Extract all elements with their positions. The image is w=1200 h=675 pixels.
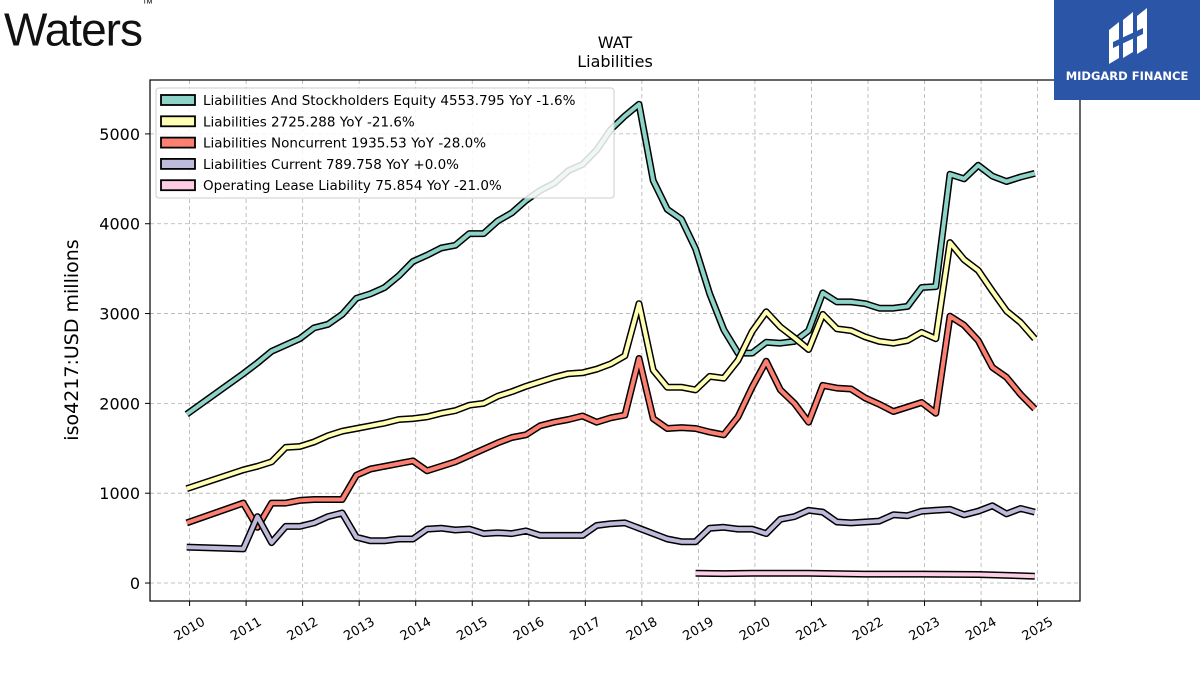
x-tick-label: 2025 [1020,615,1056,645]
legend-label-4: Operating Lease Liability 75.854 YoY -21… [203,178,502,194]
series-line-2 [186,314,1037,530]
brand-logo-text: Waters [4,3,143,56]
x-tick-label: 2020 [737,615,773,645]
legend-label-2: Liabilities Noncurrent 1935.53 YoY -28.0… [203,136,486,152]
series-outline-2 [185,312,1038,531]
y-tick-label: 1000 [99,484,140,503]
y-axis-label: iso4217:USD millions [61,239,83,440]
plot-frame [149,79,1081,602]
y-tick-label: 4000 [99,215,140,234]
series-line-4 [695,571,1035,579]
x-tick-label: 2014 [398,615,434,645]
y-tick-label: 3000 [99,305,140,324]
y-tick-label: 5000 [99,125,140,144]
x-axis-ticks: 2010 2011 2012 2013 2014 2015 2016 2017 2018 2019… [172,601,1056,644]
chart-subtitle: Liabilities [577,52,653,71]
series-lines [184,100,1038,580]
legend-box [155,87,615,199]
x-tick-label: 2015 [454,615,490,645]
legend: Liabilities And Stockholders Equity 4553… [155,87,615,199]
legend-swatch-3 [160,157,196,170]
y-tick-label: 2000 [99,394,140,413]
x-tick-label: 2010 [172,615,208,645]
partner-badge: MIDGARD FINANCE [1054,0,1200,100]
legend-swatch-4 [160,179,196,192]
y-tick-label: 0 [130,574,140,593]
legend-label-1: Liabilities 2725.288 YoY -21.6% [203,114,415,130]
x-tick-label: 2011 [228,615,264,645]
x-tick-label: 2018 [624,615,660,645]
x-tick-label: 2024 [963,615,999,645]
partner-name: MIDGARD FINANCE [1065,69,1189,83]
x-tick-label: 2023 [907,615,943,645]
series-line-1 [186,240,1037,491]
legend-label-0: Liabilities And Stockholders Equity 4553… [203,93,576,109]
series-outline-3 [186,502,1036,553]
x-tick-label: 2013 [341,615,377,645]
series-line-0 [185,102,1036,416]
x-tick-label: 2019 [681,615,717,645]
x-tick-label: 2012 [285,615,321,645]
x-tick-label: 2017 [567,615,603,645]
x-tick-label: 2021 [794,615,830,645]
trademark-symbol: ™ [141,0,153,10]
legend-label-3: Liabilities Current 789.758 YoY +0.0% [203,157,459,173]
chart-title: WAT [598,33,633,52]
x-tick-label: 2016 [511,615,547,645]
legend-swatch-0 [160,94,196,106]
series-line-3 [186,503,1036,551]
x-tick-label: 2022 [850,615,886,645]
midgard-logo-icon [1109,8,1147,64]
legend-swatch-1 [160,115,196,128]
legend-swatch-2 [160,136,196,149]
y-axis-ticks: 0 1000 2000 3000 4000 5000 [99,125,150,593]
brand-logo: Waters™ [4,0,153,56]
